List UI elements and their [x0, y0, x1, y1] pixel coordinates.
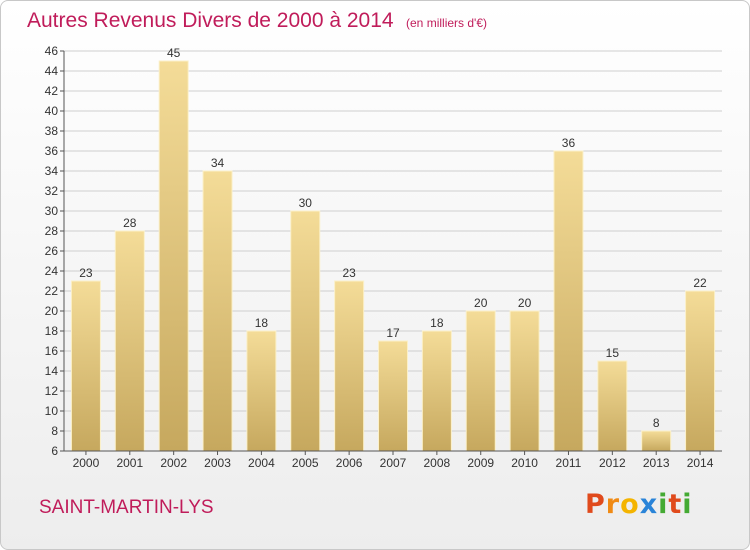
town-name: SAINT-MARTIN-LYS [39, 497, 214, 518]
logo-letter: r [605, 489, 621, 520]
x-tick-label: 2006 [336, 456, 363, 470]
logo-letter: x [639, 489, 659, 520]
y-tick-label: 34 [45, 164, 59, 178]
x-tick-label: 2004 [248, 456, 275, 470]
labels: 6 8 10 12 14 16 18 20 22 24 26 28 30 32 34 36 38 40 42 44 46… [45, 44, 714, 470]
x-tick-label: 2001 [116, 456, 143, 470]
y-tick-label: 40 [45, 104, 59, 118]
bar [290, 210, 321, 452]
y-tick-label: 36 [45, 144, 59, 158]
logo-letter: i [658, 489, 669, 520]
x-tick-label: 2000 [73, 456, 100, 470]
bars [70, 60, 716, 452]
x-tick-label: 2012 [599, 456, 626, 470]
logo-letter: o [620, 489, 640, 520]
y-tick-label: 30 [45, 204, 59, 218]
data-label: 18 [255, 316, 269, 330]
y-tick-label: 26 [45, 244, 59, 258]
bar [465, 310, 496, 452]
x-tick-label: 2011 [556, 456, 582, 470]
x-tick-label: 2005 [292, 456, 319, 470]
bar [246, 330, 277, 452]
x-tick-label: 2007 [380, 456, 407, 470]
y-tick-label: 38 [45, 124, 59, 138]
y-tick-label: 12 [45, 384, 59, 398]
data-label: 45 [167, 46, 181, 60]
bar [158, 60, 189, 452]
bar [509, 310, 540, 452]
x-tick-label: 2013 [643, 456, 670, 470]
bar [114, 230, 145, 452]
chart-title-block: Autres Revenus Divers de 2000 à 2014 (en… [27, 9, 487, 33]
bar [597, 360, 628, 452]
bar [70, 280, 101, 452]
logo-letter: i [682, 489, 693, 520]
bar [685, 290, 716, 452]
y-tick-label: 14 [45, 364, 59, 378]
data-label: 34 [211, 156, 225, 170]
y-tick-label: 16 [45, 344, 59, 358]
y-tick-label: 8 [51, 424, 58, 438]
y-tick-label: 6 [51, 444, 58, 458]
y-tick-label: 42 [45, 84, 59, 98]
y-tick-label: 10 [45, 404, 59, 418]
data-label: 15 [606, 346, 620, 360]
logo-letter: P [585, 489, 606, 520]
data-label: 23 [79, 266, 93, 280]
y-tick-label: 32 [45, 184, 59, 198]
y-tick-label: 20 [45, 304, 59, 318]
y-tick-label: 28 [45, 224, 59, 238]
logo-letter: t [668, 489, 683, 520]
data-label: 36 [562, 136, 576, 150]
y-tick-label: 18 [45, 324, 59, 338]
bar [421, 330, 452, 452]
y-tick-label: 22 [45, 284, 59, 298]
x-tick-label: 2014 [687, 456, 714, 470]
bar [641, 430, 672, 452]
chart-unit: (en milliers d'€) [406, 16, 487, 30]
data-label: 17 [386, 326, 400, 340]
y-tick-label: 24 [45, 264, 59, 278]
y-tick-label: 46 [45, 44, 59, 58]
y-tick-label: 44 [45, 64, 59, 78]
bar [378, 340, 408, 452]
data-label: 30 [299, 196, 313, 210]
data-label: 18 [430, 316, 444, 330]
x-tick-label: 2009 [467, 456, 494, 470]
data-label: 20 [518, 296, 532, 310]
bar [334, 280, 365, 452]
x-tick-label: 2008 [424, 456, 451, 470]
axes [60, 50, 722, 455]
chart-title: Autres Revenus Divers de 2000 à 2014 [27, 9, 394, 32]
proxiti-logo: Proxiti [585, 489, 693, 520]
data-label: 8 [653, 416, 660, 430]
x-tick-label: 2003 [204, 456, 231, 470]
bar [553, 150, 584, 452]
data-label: 23 [342, 266, 356, 280]
x-tick-label: 2010 [511, 456, 538, 470]
bar [202, 170, 233, 452]
x-tick-label: 2002 [160, 456, 187, 470]
data-label: 22 [693, 276, 707, 290]
data-label: 20 [474, 296, 488, 310]
data-label: 28 [123, 216, 137, 230]
